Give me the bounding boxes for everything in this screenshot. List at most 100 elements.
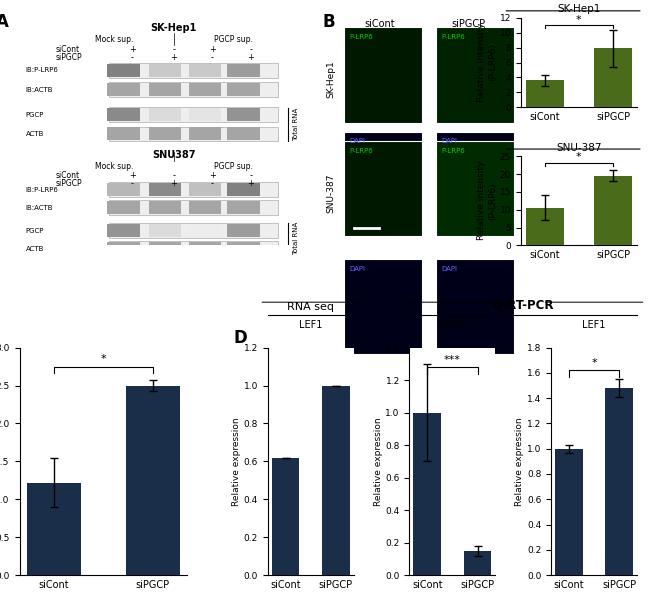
Text: -: - (211, 180, 214, 189)
Text: -: - (172, 46, 176, 55)
Text: P-LRP6: P-LRP6 (441, 147, 465, 153)
Point (170, 149, 178, 156)
Text: IB:P-LRP6: IB:P-LRP6 (25, 187, 58, 193)
Bar (149, 183, 181, 196)
Bar (149, 63, 181, 77)
Text: PGCP: PGCP (25, 111, 44, 117)
Text: P-LRP6: P-LRP6 (349, 147, 372, 153)
Bar (227, 242, 260, 255)
Text: siCont: siCont (55, 171, 79, 180)
Bar (149, 83, 181, 96)
Text: -: - (211, 53, 214, 62)
Point (170, 158, 178, 165)
Text: -: - (250, 46, 253, 55)
Bar (109, 107, 278, 122)
Bar (107, 83, 140, 96)
Text: +: + (129, 46, 136, 55)
Bar (227, 63, 260, 77)
Y-axis label: Relative expression: Relative expression (232, 417, 241, 506)
Text: +: + (248, 53, 255, 62)
Bar (594, 49, 632, 107)
Text: PGCP sup.: PGCP sup. (214, 35, 253, 44)
Bar (125, 386, 179, 575)
Bar (344, 132, 422, 227)
Bar (594, 176, 632, 246)
Bar (107, 224, 140, 237)
Y-axis label: Relative intensity
(P-LRP6): Relative intensity (P-LRP6) (477, 161, 497, 240)
Text: A: A (0, 13, 8, 31)
Text: IB:ACTB: IB:ACTB (25, 205, 53, 211)
Bar (344, 141, 422, 236)
Bar (109, 201, 278, 215)
Text: Mock sup.: Mock sup. (96, 162, 134, 171)
Bar (227, 183, 260, 196)
Title: PGCP: PGCP (439, 320, 465, 330)
Bar (107, 201, 140, 214)
Bar (109, 82, 278, 97)
Bar (526, 208, 564, 246)
Bar (555, 449, 583, 575)
Text: Total RNA: Total RNA (292, 108, 298, 141)
Text: Mock sup.: Mock sup. (96, 35, 134, 44)
Bar (526, 80, 564, 107)
Text: RNA seq: RNA seq (287, 302, 334, 311)
Text: *: * (101, 355, 106, 364)
Bar (109, 241, 278, 256)
Bar (188, 128, 222, 140)
Y-axis label: Relative expression: Relative expression (374, 417, 383, 506)
Bar (149, 224, 181, 237)
Text: -: - (172, 171, 176, 180)
Bar (436, 259, 514, 355)
Bar (436, 141, 514, 236)
Bar (188, 63, 222, 77)
Bar (107, 63, 140, 77)
Text: IB:ACTB: IB:ACTB (25, 87, 53, 93)
Text: -: - (131, 53, 134, 62)
Text: *: * (576, 14, 582, 25)
Bar (344, 27, 422, 123)
Title: SNU-387: SNU-387 (556, 143, 602, 153)
Text: SNU-387: SNU-387 (327, 173, 336, 213)
Bar (605, 388, 633, 575)
Text: ***: *** (444, 355, 461, 365)
Bar (188, 108, 222, 121)
Bar (149, 242, 181, 255)
Text: P-LRP6: P-LRP6 (349, 34, 372, 40)
Title: LEF1: LEF1 (299, 320, 322, 330)
Text: ACTB: ACTB (25, 131, 44, 137)
Text: Q-RT-PCR: Q-RT-PCR (493, 299, 554, 311)
Text: siCont: siCont (55, 46, 79, 55)
Bar (463, 550, 491, 575)
Bar (149, 201, 181, 214)
Bar (322, 386, 350, 575)
Text: *: * (576, 152, 582, 162)
Bar (109, 223, 278, 238)
Point (170, 29, 178, 37)
Text: -: - (250, 171, 253, 180)
Bar (413, 413, 441, 575)
Bar (188, 83, 222, 96)
Text: +: + (170, 180, 177, 189)
Title: LEF1: LEF1 (582, 320, 606, 330)
Bar (344, 259, 422, 355)
Text: SK-Hep1: SK-Hep1 (151, 23, 197, 32)
Bar (436, 132, 514, 227)
Bar (227, 201, 260, 214)
Bar (107, 108, 140, 121)
Text: DAPI: DAPI (349, 266, 365, 272)
Text: PGCP: PGCP (25, 228, 44, 234)
Text: Total RNA: Total RNA (292, 222, 298, 255)
Bar (107, 183, 140, 196)
Bar (188, 242, 222, 255)
Bar (107, 128, 140, 140)
Bar (109, 63, 278, 78)
Y-axis label: Relative expression: Relative expression (515, 417, 525, 506)
Text: SNU387: SNU387 (152, 150, 196, 160)
Text: ACTB: ACTB (25, 246, 44, 252)
Bar (27, 483, 81, 575)
Bar (436, 27, 514, 123)
Text: siPGCP: siPGCP (451, 19, 485, 29)
Text: B: B (322, 13, 335, 31)
Text: IB:P-LRP6: IB:P-LRP6 (25, 67, 58, 73)
Text: SK-Hep1: SK-Hep1 (327, 60, 336, 98)
